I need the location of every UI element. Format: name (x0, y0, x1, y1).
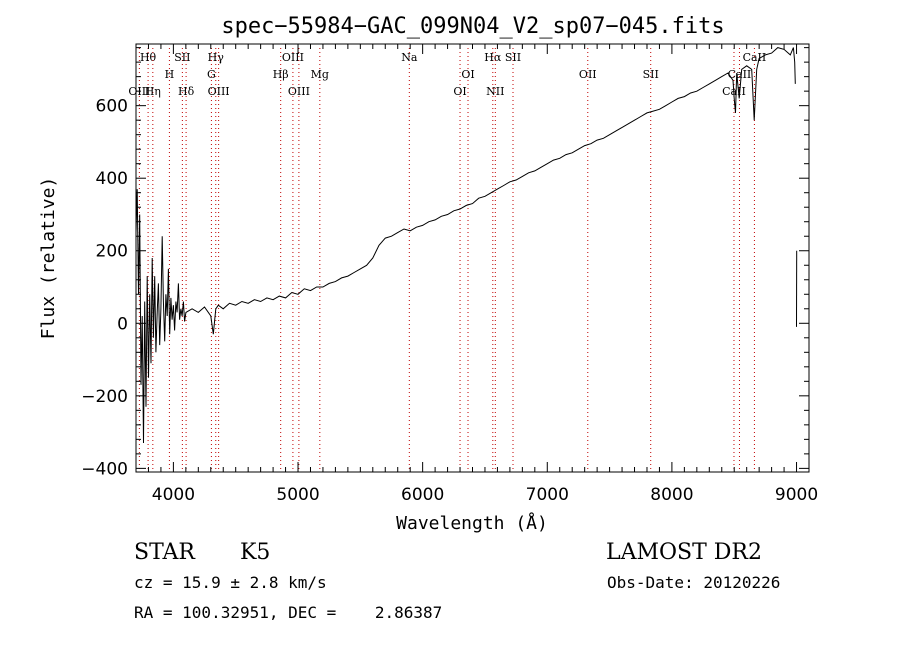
chart-title: spec−55984−GAC_099N04_V2_sp07−045.fits (221, 14, 724, 39)
emission-line-label: Mg (311, 68, 329, 81)
y-tick-label: −400 (81, 459, 128, 479)
x-tick-label: 5000 (276, 485, 319, 505)
emission-line-label: Hθ (140, 51, 157, 64)
x-tick-label: 8000 (650, 485, 693, 505)
emission-line-label: SII (174, 51, 190, 64)
y-tick-label: 200 (96, 242, 128, 262)
emission-line-label: Hδ (178, 85, 195, 98)
x-tick-label: 6000 (401, 485, 444, 505)
x-tick-label: 9000 (775, 485, 818, 505)
plot-frame (135, 43, 810, 473)
emission-line-label: Hη (145, 85, 161, 98)
emission-line-label: OIII (288, 85, 310, 98)
y-tick-label: 600 (96, 97, 128, 117)
y-tick-label: 0 (117, 314, 128, 334)
coords-line: RA = 100.32951, DEC = 2.86387 (134, 603, 443, 622)
y-tick-label: 400 (96, 169, 128, 189)
x-axis-ticks: 4000 5000 6000 7000 8000 9000 (135, 44, 818, 505)
x-axis-label: Wavelength (Å) (396, 512, 548, 534)
emission-line-label: G (207, 68, 216, 81)
emission-line-label: Na (401, 51, 418, 64)
emission-line-label: OIII (208, 85, 230, 98)
spectrum-line (135, 47, 796, 444)
emission-line-label: H (165, 68, 175, 81)
survey-label: LAMOST DR2 (606, 540, 762, 565)
subclass-label: K5 (240, 540, 271, 565)
cz-line: cz = 15.9 ± 2.8 km/s (134, 573, 327, 592)
spectrum-chart: spec−55984−GAC_099N04_V2_sp07−045.fits H… (38, 14, 818, 534)
emission-line-label: SII (643, 68, 659, 81)
x-tick-label: 4000 (152, 485, 195, 505)
spectrum-series (135, 47, 798, 444)
emission-line-label: CaII (728, 68, 752, 81)
class-label: STAR (134, 540, 195, 565)
emission-line-label: OII (579, 68, 597, 81)
emission-line-label: CaII (743, 51, 767, 64)
emission-line-label: OI (453, 85, 466, 98)
emission-line-label: NII (486, 85, 504, 98)
obs-date-line: Obs-Date: 20120226 (607, 573, 781, 592)
emission-line-label: SII (505, 51, 521, 64)
emission-line-label: OIII (282, 51, 304, 64)
y-tick-label: −200 (81, 387, 128, 407)
y-axis-label: Flux (relative) (38, 177, 59, 340)
x-tick-label: 7000 (526, 485, 569, 505)
emission-line-label: Hγ (208, 51, 225, 64)
emission-line-label: Hα (484, 51, 502, 64)
emission-line-label: Hβ (273, 68, 289, 81)
emission-lines-group: HθOIIIHηHSIIHδHγGOIIIHβOIIIOIIIMgNaOIOIH… (128, 48, 766, 472)
y-axis-ticks: −400 −200 0 200 400 600 (81, 47, 809, 479)
emission-line-label: OI (461, 68, 474, 81)
